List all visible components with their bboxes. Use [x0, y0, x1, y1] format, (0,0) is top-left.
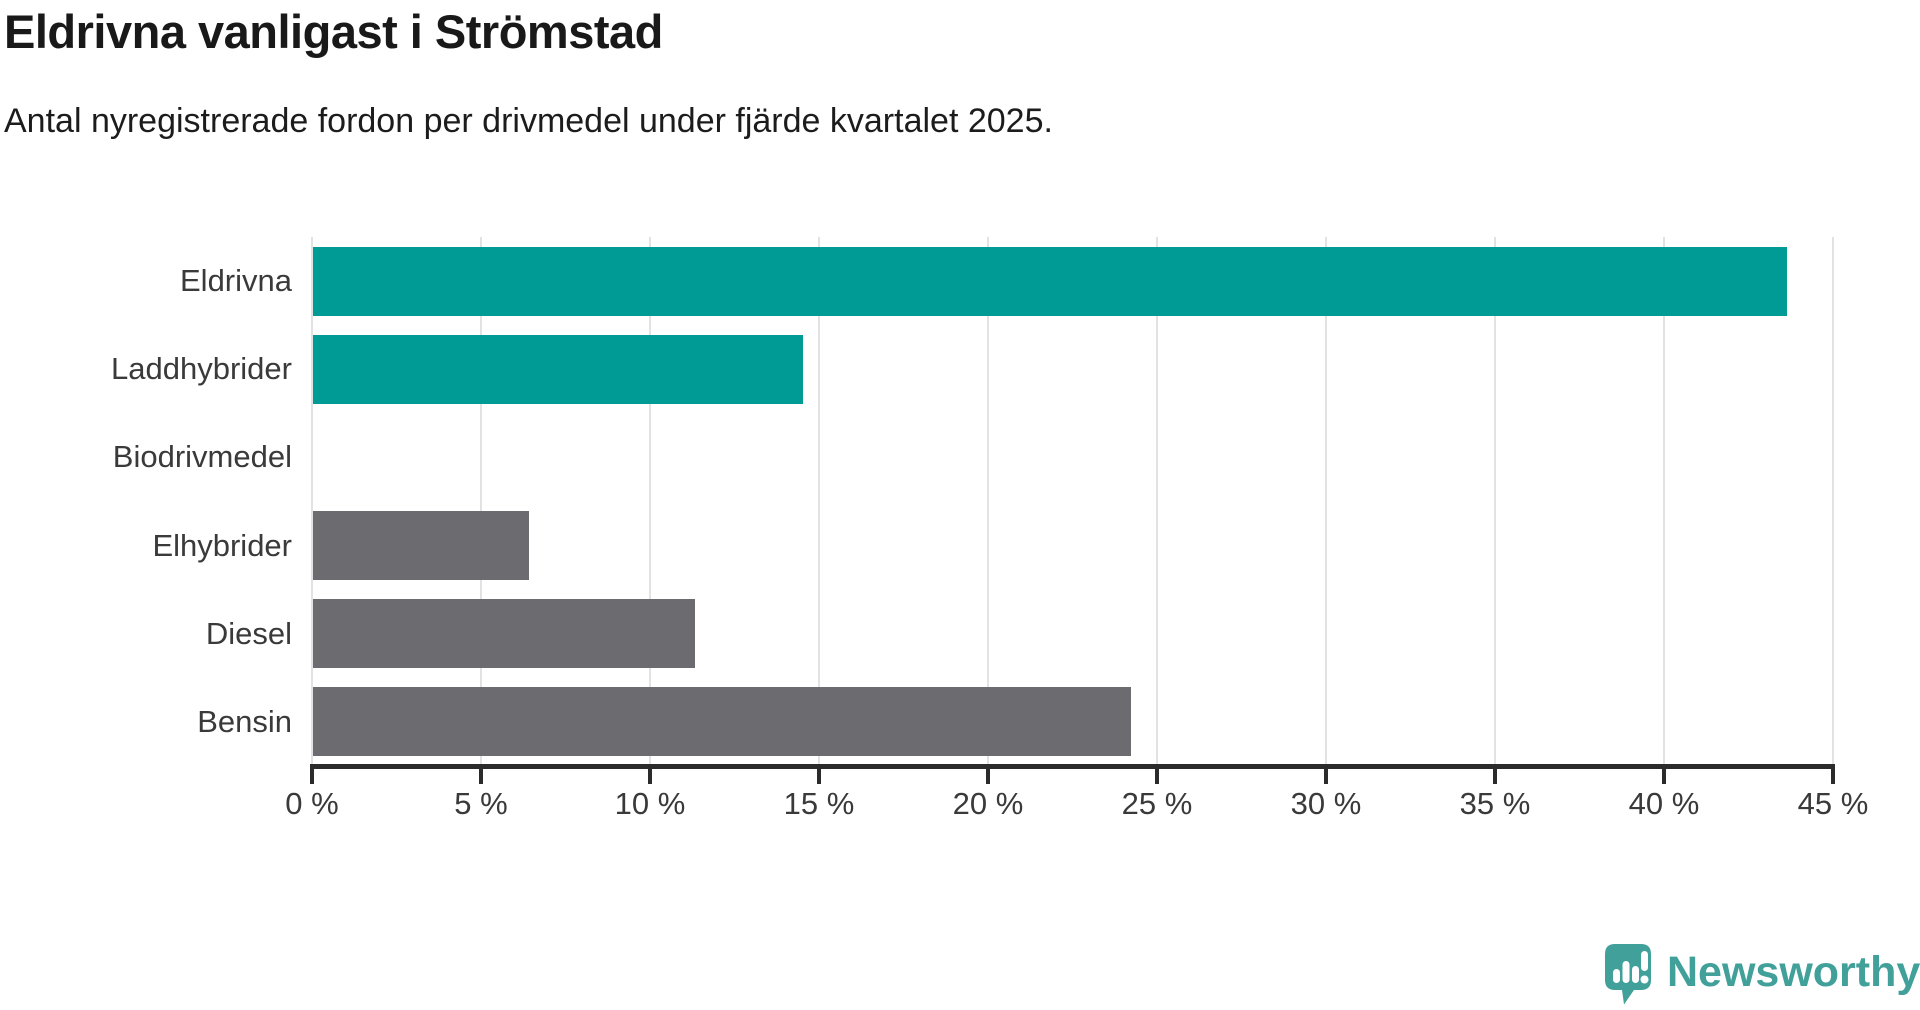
axis-tick-label: 45 %: [1797, 786, 1869, 821]
bar-eldrivna: [313, 246, 1787, 316]
bar-laddhybrider: [313, 334, 804, 404]
newsworthy-logo: Newsworthy: [1604, 943, 1920, 1006]
gridline: [1663, 237, 1665, 766]
axis-tick-label: 30 %: [1290, 786, 1362, 821]
axis-tick: [1662, 769, 1666, 784]
bar-diesel: [313, 599, 695, 669]
axis-tick-label: 40 %: [1628, 786, 1700, 821]
category-label: Laddhybrider: [111, 351, 292, 387]
chart-subtitle: Antal nyregistrerade fordon per drivmede…: [4, 102, 1053, 140]
axis-tick-label: 15 %: [783, 786, 855, 821]
axis-tick: [1155, 769, 1159, 784]
axis-tick-label: 20 %: [952, 786, 1024, 821]
axis-tick: [1493, 769, 1497, 784]
category-labels: Eldrivna Laddhybrider Biodrivmedel Elhybrid…: [0, 237, 292, 766]
axis-tick: [817, 769, 821, 784]
axis-tick-label: 35 %: [1459, 786, 1531, 821]
category-label: Eldrivna: [180, 263, 292, 299]
newsworthy-speech-bubble-chart-icon: [1605, 944, 1651, 1005]
axis-tick: [1324, 769, 1328, 784]
gridline: [987, 237, 989, 766]
axis-tick-label: 5 %: [454, 786, 508, 821]
chart-title: Eldrivna vanligast i Strömstad: [4, 5, 663, 58]
axis-tick: [310, 769, 314, 784]
gridline: [818, 237, 820, 766]
axis-tick: [479, 769, 483, 784]
axis-tick-label: 25 %: [1121, 786, 1193, 821]
category-label: Diesel: [205, 615, 292, 651]
axis-tick: [986, 769, 990, 784]
bar-elhybrider: [313, 511, 530, 581]
gridline: [1156, 237, 1158, 766]
category-label: Biodrivmedel: [112, 439, 292, 475]
gridline: [311, 237, 313, 766]
gridline: [649, 237, 651, 766]
gridline: [1494, 237, 1496, 766]
axis-tick: [648, 769, 652, 784]
gridline: [1832, 237, 1834, 766]
newsworthy-logo-text: Newsworthy: [1667, 948, 1920, 996]
category-label: Bensin: [197, 703, 292, 739]
x-axis-line: [310, 764, 1835, 769]
plot-area: [311, 237, 1834, 766]
gridline: [1325, 237, 1327, 766]
gridline: [480, 237, 482, 766]
axis-tick-label: 0 %: [285, 786, 339, 821]
axis-tick: [1831, 769, 1835, 784]
axis-tick-label: 10 %: [614, 786, 686, 821]
category-label: Elhybrider: [152, 527, 292, 563]
bar-bensin: [313, 687, 1131, 757]
